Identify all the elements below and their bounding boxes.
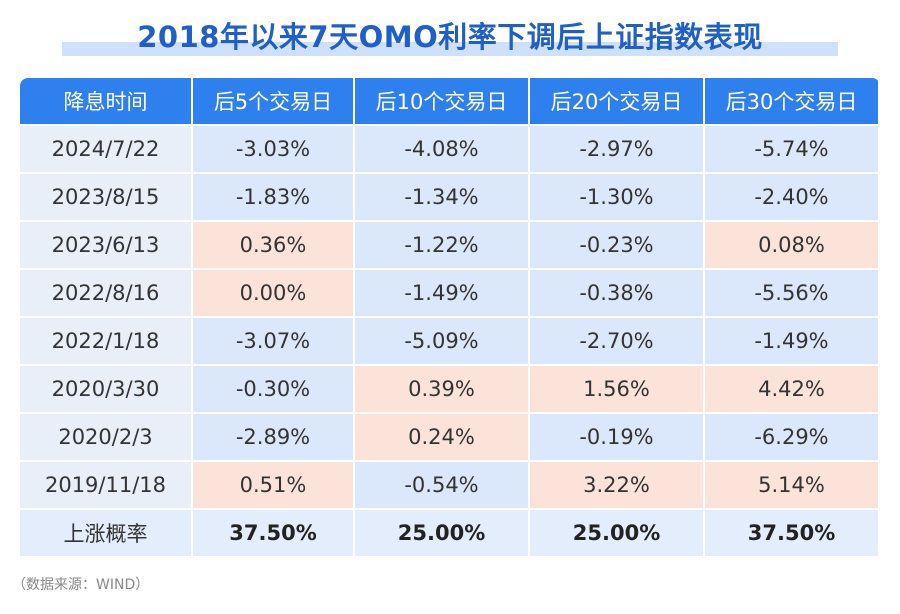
value-cell: -6.29%: [705, 414, 878, 460]
value-cell: 0.39%: [355, 366, 528, 412]
value-cell: -1.49%: [705, 318, 878, 364]
value-cell: -1.34%: [355, 174, 528, 220]
value-cell: -2.89%: [193, 414, 353, 460]
value-cell: -0.19%: [530, 414, 703, 460]
value-cell: 1.56%: [530, 366, 703, 412]
value-cell: -0.23%: [530, 222, 703, 268]
value-cell: -1.49%: [355, 270, 528, 316]
footer-value: 37.50%: [705, 510, 878, 556]
value-cell: -1.22%: [355, 222, 528, 268]
date-cell: 2022/8/16: [20, 270, 191, 316]
value-cell: -1.83%: [193, 174, 353, 220]
source-note: （数据来源：WIND）: [12, 577, 150, 593]
value-cell: -3.07%: [193, 318, 353, 364]
title: 2018年以来7天OMO利率下调后上证指数表现: [137, 20, 763, 54]
value-cell: -5.74%: [705, 126, 878, 172]
header-cell: 后5个交易日: [193, 78, 353, 124]
date-cell: 2024/7/22: [20, 126, 191, 172]
date-cell: 2023/6/13: [20, 222, 191, 268]
value-cell: 5.14%: [705, 462, 878, 508]
value-cell: 0.00%: [193, 270, 353, 316]
value-cell: 0.51%: [193, 462, 353, 508]
value-cell: -5.09%: [355, 318, 528, 364]
header-cell: 后30个交易日: [705, 78, 878, 124]
header-cell: 后20个交易日: [530, 78, 703, 124]
value-cell: -4.08%: [355, 126, 528, 172]
title-area: 2018年以来7天OMO利率下调后上证指数表现: [0, 10, 900, 60]
date-cell: 2020/3/30: [20, 366, 191, 412]
title-highlight: [62, 42, 838, 56]
date-cell: 2020/2/3: [20, 414, 191, 460]
value-cell: -5.56%: [705, 270, 878, 316]
value-cell: 0.36%: [193, 222, 353, 268]
header-cell: 降息时间: [20, 78, 191, 124]
value-cell: -2.40%: [705, 174, 878, 220]
value-cell: -0.54%: [355, 462, 528, 508]
value-cell: 0.08%: [705, 222, 878, 268]
value-cell: -2.70%: [530, 318, 703, 364]
footer-value: 37.50%: [193, 510, 353, 556]
table: 降息时间 后5个交易日 后10个交易日 后20个交易日 后30个交易日 2024/7/22…: [20, 78, 880, 556]
value-cell: -0.30%: [193, 366, 353, 412]
value-cell: -0.38%: [530, 270, 703, 316]
date-cell: 2022/1/18: [20, 318, 191, 364]
date-cell: 2023/8/15: [20, 174, 191, 220]
header-cell: 后10个交易日: [355, 78, 528, 124]
footer-value: 25.00%: [530, 510, 703, 556]
value-cell: 0.24%: [355, 414, 528, 460]
footer-value: 25.00%: [355, 510, 528, 556]
value-cell: 3.22%: [530, 462, 703, 508]
footer-label: 上涨概率: [20, 510, 191, 556]
value-cell: -1.30%: [530, 174, 703, 220]
value-cell: -2.97%: [530, 126, 703, 172]
date-cell: 2019/11/18: [20, 462, 191, 508]
value-cell: 4.42%: [705, 366, 878, 412]
value-cell: -3.03%: [193, 126, 353, 172]
